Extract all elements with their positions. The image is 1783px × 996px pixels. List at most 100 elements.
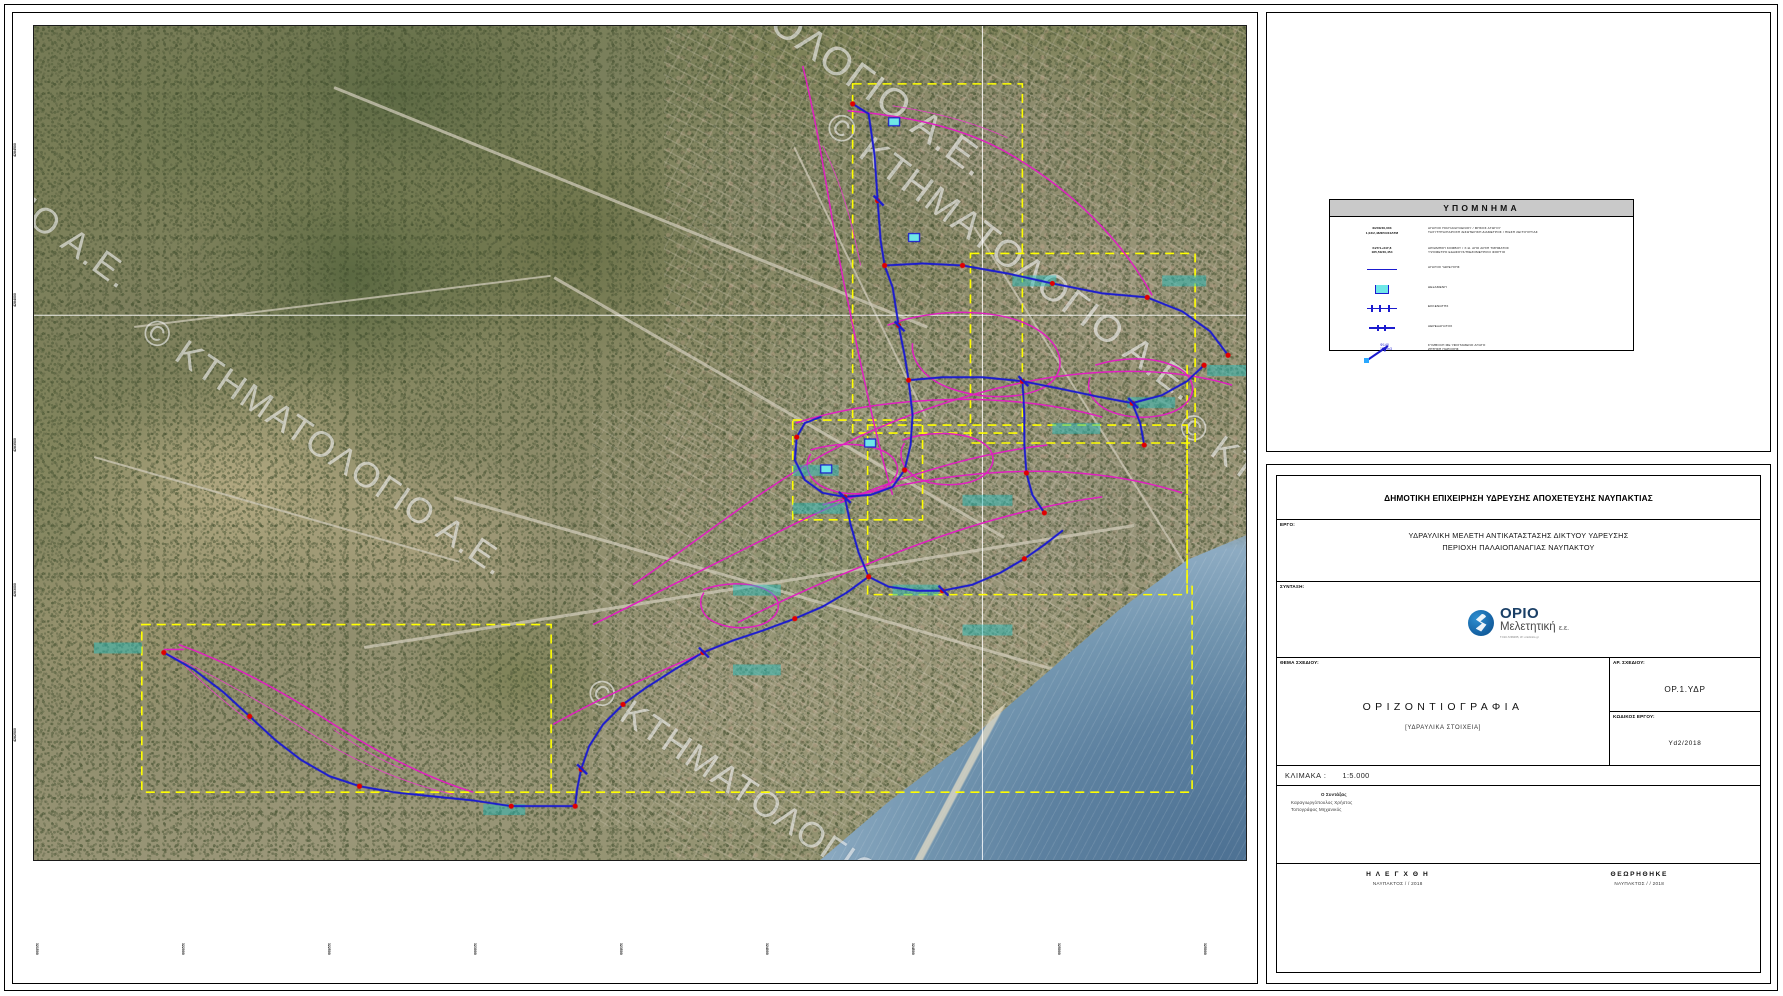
signer-cell: Ο Συντάξας Καραγιωργόπουλος Χρήστος Τοπο…: [1277, 786, 1760, 864]
right-column: ΥΠΟΜΝΗΜΑ Φ200/46,003 1,03/2,48/Φ53/10ATM…: [1266, 12, 1771, 984]
approval-cell: Η Λ Ε Γ Χ Θ Η ΝΑΥΠΑΚΤΟΣ / / 2018 ΘΕΩΡΗΘΗ…: [1277, 864, 1760, 954]
legend-text: ΑΓΩΓΟΣ ΥΔΡΕΥΣΗΣ: [1428, 263, 1627, 269]
project-cell: ΕΡΓΟ: ΥΔΡΑΥΛΙΚΗ ΜΕΛΕΤΗ ΑΝΤΙΚΑΤΑΣΤΑΣΗΣ ΔΙ…: [1277, 520, 1760, 582]
y-tick-label: 4284500: [13, 143, 17, 157]
legend-text: ΣΥΜΒΟΛΗ ΜΕ ΥΦΙΣΤΑΜΕΝΟ ΑΓΩΓΟ ΖΗΤΗΣΗ ΠΑΡΟΧ…: [1428, 341, 1627, 352]
x-tick-label: 324500: [911, 943, 915, 955]
map-viewport[interactable]: ΚΤΗΜΑΤΟΛΟΓΙΟ Α.Ε. © ΚΤΗΜΑΤΟΛΟΓΙΟ Α.Ε. ΓΙ…: [33, 25, 1247, 861]
legend-text-line2: ΥΨΟΜΕΤΡΟ ΕΔΑΦΟΥΣ/ΠΙΕΖΟΜΕΤΡΙΚΟ ΦΟΡΤΙΟ: [1428, 249, 1506, 254]
reservoir-tank-icon: [1336, 283, 1428, 296]
x-tick-label: 324000: [765, 943, 769, 955]
x-tick-label: 323000: [473, 943, 477, 955]
checked-column: Η Λ Ε Γ Χ Θ Η ΝΑΥΠΑΚΤΟΣ / / 2018: [1277, 871, 1519, 954]
checked-date: ΝΑΥΠΑΚΤΟΣ / / 2018: [1372, 881, 1423, 886]
signer-role: Τοπογράφος Μηχανικός: [1291, 807, 1342, 812]
node-spec-symbol: Κ27/1+347,8 185,50/40,454: [1336, 244, 1428, 257]
scale-label: ΚΛΙΜΑΚΑ :: [1285, 771, 1327, 780]
orio-logo-mark-icon: [1467, 609, 1494, 636]
pipe-spec-label-2: 1,03/2,48/Φ53/10ATM: [1365, 230, 1399, 235]
project-line-1: ΥΔΡΑΥΛΙΚΗ ΜΕΛΕΤΗ ΑΝΤΙΚΑΤΑΣΤΑΣΗΣ ΔΙΚΤΥΟΥ …: [1408, 531, 1629, 540]
svg-text:Φ140: Φ140: [1380, 343, 1389, 347]
client-name: ΔΗΜΟΤΙΚΗ ΕΠΙΧΕΙΡΗΣΗ ΥΔΡΕΥΣΗΣ ΑΠΟΧΕΤΕΥΣΗΣ…: [1384, 492, 1653, 503]
project-code-value: Yd2/2018: [1668, 740, 1702, 748]
theme-tag: ΘΕΜΑ ΣΧΕΔΙΟΥ:: [1280, 660, 1319, 665]
author-cell: ΣΥΝΤΑΞΗ: OPIO Μελετητική ε.ε. Τ.010-7299…: [1277, 582, 1760, 658]
svg-text:100 m3: 100 m3: [1380, 347, 1392, 351]
checked-head: Η Λ Ε Γ Χ Θ Η: [1366, 871, 1430, 878]
legend-text-line2: ΤΑΧΥΤΗΤΑ/ΠΑΡΟΧΗ /ΕΣΩΤΕΡΙΚΗ ΔΙΑΜΕΤΡΟΣ / Π…: [1428, 230, 1538, 235]
legend-text: ΑΡΙΘΜΗΣΗ ΚΟΜΒΟΥ / Χ.Θ. ΑΠΟ ΑΡΧΗ ΤΜΗΜΑΤΟΣ…: [1428, 244, 1627, 255]
theme-main: ΟΡΙΖΟΝΤΙΟΓΡΑΦΙΑ: [1362, 700, 1524, 713]
author-tag: ΣΥΝΤΑΞΗ:: [1280, 584, 1305, 589]
y-tick-label: 4283000: [13, 583, 17, 597]
project-tag: ΕΡΓΟ:: [1280, 522, 1295, 527]
x-tick-label: 322500: [327, 943, 331, 955]
map-vector-overlay: [34, 26, 1246, 860]
scale-value: 1:5.000: [1342, 771, 1370, 780]
drawing-numbers-cell: ΑΡ. ΣΧΕΔΙΟΥ: ΟΡ.1.ΥΔΡ ΚΩΔΙΚΟΣ ΕΡΓΟΥ: Yd2…: [1610, 658, 1760, 765]
approved-date: ΝΑΥΠΑΚΤΟΣ / / 2018: [1614, 881, 1665, 886]
scale-cell: ΚΛΙΜΑΚΑ : 1:5.000: [1277, 766, 1760, 786]
legend-text-line1: ΔΕΞΑΜΕΝΗ: [1428, 284, 1447, 289]
y-tick-label: 4284000: [13, 293, 17, 307]
drawing-no-label: ΑΡ. ΣΧΕΔΙΟΥ:: [1613, 660, 1645, 665]
approved-head: ΘΕΩΡΗΘΗΚΕ: [1610, 871, 1668, 878]
x-tick-label: 325000: [1057, 943, 1061, 955]
node-spec-label-1: Κ27/1+347,8: [1372, 245, 1392, 250]
legend-text-line1: ΕΚΚΕΝΩΤΗΣ: [1428, 304, 1449, 308]
legend-text-line2: ΖΗΤΗΣΗ ΠΑΡΟΧΗΣ: [1428, 347, 1459, 352]
legend-row-reservoir: ΔΕΞΑΜΕΝΗ: [1330, 283, 1633, 297]
legend-text-line1: ΑΕΡΕΞΑΓΩΓΟΣ: [1428, 323, 1453, 328]
legend-text: ΔΕΞΑΜΕΝΗ: [1428, 283, 1627, 289]
legend-text: ΑΓΩΓΟΣ ΠΟΛΥΑΙΘΥΛΕΝΙΟΥ / ΜΗΚΟΣ ΑΓΩΓΟΥ ΤΑΧ…: [1428, 224, 1627, 235]
signer-title: Ο Συντάξας: [1321, 792, 1347, 797]
x-tick-label: 325000: [1203, 943, 1207, 955]
legend-text-line1: ΑΡΙΘΜΗΣΗ ΚΟΜΒΟΥ / Χ.Θ. ΑΠΟ ΑΡΧΗ ΤΜΗΜΑΤΟΣ: [1428, 245, 1510, 250]
node-spec-label-2: 185,50/40,454: [1371, 250, 1393, 254]
legend-row-node-spec: Κ27/1+347,8 185,50/40,454 ΑΡΙΘΜΗΣΗ ΚΟΜΒΟ…: [1330, 244, 1633, 258]
y-tick-label: 4283500: [13, 438, 17, 452]
orio-logo: OPIO Μελετητική ε.ε. Τ.010-7299365, W: o…: [1277, 582, 1760, 657]
project-line-2: ΠΕΡΙΟΧΗ ΠΑΛΑΙΟΠΑΝΑΓΙΑΣ ΝΑΥΠΑΚΤΟΥ: [1442, 542, 1595, 552]
legend-row-water-pipe: ΑΓΩΓΟΣ ΥΔΡΕΥΣΗΣ: [1330, 263, 1633, 277]
legend-text: ΕΚΚΕΝΩΤΗΣ: [1428, 302, 1627, 308]
drawing-no-value: ΟΡ.1.ΥΔΡ: [1664, 685, 1706, 695]
map-panel: 4284500 4284000 4283500 4283000 4282500 …: [12, 12, 1258, 984]
existing-connection-icon: Φ140 100 m3: [1336, 341, 1428, 363]
drain-valve-icon: [1336, 302, 1428, 315]
logo-brand: OPIO: [1499, 605, 1540, 623]
title-block-inner: ΔΗΜΟΤΙΚΗ ΕΠΙΧΕΙΡΗΣΗ ΥΔΡΕΥΣΗΣ ΑΠΟΧΕΤΕΥΣΗΣ…: [1276, 475, 1761, 973]
theme-sub: [ΥΔΡΑΥΛΙΚΑ ΣΤΟΙΧΕΙΑ]: [1405, 724, 1481, 731]
legend-title: ΥΠΟΜΝΗΜΑ: [1330, 200, 1633, 217]
legend-row-pipe-spec: Φ200/46,003 1,03/2,48/Φ53/10ATM ΑΓΩΓΟΣ Π…: [1330, 224, 1633, 238]
approved-column: ΘΕΩΡΗΘΗΚΕ ΝΑΥΠΑΚΤΟΣ / / 2018: [1519, 871, 1761, 954]
legend-text-line1: ΣΥΜΒΟΛΗ ΜΕ ΥΦΙΣΤΑΜΕΝΟ ΑΓΩΓΟ: [1428, 343, 1486, 347]
x-tick-label: 321500: [35, 943, 39, 955]
olive-groves: [700, 59, 1234, 577]
legend-text-line1: ΑΓΩΓΟΣ ΠΟΛΥΑΙΘΥΛΕΝΙΟΥ / ΜΗΚΟΣ ΑΓΩΓΟΥ: [1428, 226, 1501, 230]
air-valve-icon: [1336, 322, 1428, 335]
x-tick-label: 323500: [619, 943, 623, 955]
x-tick-label: 322000: [181, 943, 185, 955]
pipe-spec-label-1: Φ200/46,003: [1372, 226, 1392, 231]
pipe-spec-symbol: Φ200/46,003 1,03/2,48/Φ53/10ATM: [1336, 224, 1428, 237]
logo-suffix: ε.ε.: [1558, 625, 1570, 633]
theme-cell: ΘΕΜΑ ΣΧΕΔΙΟΥ: ΟΡΙΖΟΝΤΙΟΓΡΑΦΙΑ [ΥΔΡΑΥΛΙΚΑ…: [1277, 658, 1610, 765]
legend-row-drain-valve: ΕΚΚΕΝΩΤΗΣ: [1330, 302, 1633, 316]
water-pipe-icon: [1336, 263, 1428, 276]
y-tick-label: 4282500: [13, 728, 17, 742]
sheet-border: [4, 4, 1778, 991]
legend-row-existing-connection: Φ140 100 m3 ΣΥΜΒΟΛΗ ΜΕ ΥΦΙΣΤΑΜΕΝΟ ΑΓΩΓΟ …: [1330, 341, 1633, 363]
legend-box: ΥΠΟΜΝΗΜΑ Φ200/46,003 1,03/2,48/Φ53/10ATM…: [1329, 199, 1634, 363]
legend-row-air-valve: ΑΕΡΕΞΑΓΩΓΟΣ: [1330, 322, 1633, 336]
theme-and-numbers-row: ΘΕΜΑ ΣΧΕΔΙΟΥ: ΟΡΙΖΟΝΤΙΟΓΡΑΦΙΑ [ΥΔΡΑΥΛΙΚΑ…: [1277, 658, 1760, 766]
title-block: ΔΗΜΟΤΙΚΗ ΕΠΙΧΕΙΡΗΣΗ ΥΔΡΕΥΣΗΣ ΑΠΟΧΕΤΕΥΣΗΣ…: [1266, 464, 1771, 984]
client-cell: ΔΗΜΟΤΙΚΗ ΕΠΙΧΕΙΡΗΣΗ ΥΔΡΕΥΣΗΣ ΑΠΟΧΕΤΕΥΣΗΣ…: [1277, 476, 1760, 520]
project-code-label: ΚΩΔΙΚΟΣ ΕΡΓΟΥ:: [1613, 713, 1655, 719]
legend-rows: Φ200/46,003 1,03/2,48/Φ53/10ATM ΑΓΩΓΟΣ Π…: [1330, 217, 1633, 363]
signer-name: Καραγιωργόπουλος Χρήστος: [1291, 799, 1353, 805]
legend-text: ΑΕΡΕΞΑΓΩΓΟΣ: [1428, 322, 1627, 328]
legend-panel: ΥΠΟΜΝΗΜΑ Φ200/46,003 1,03/2,48/Φ53/10ATM…: [1266, 12, 1771, 452]
logo-sub: Μελετητική: [1499, 621, 1556, 634]
